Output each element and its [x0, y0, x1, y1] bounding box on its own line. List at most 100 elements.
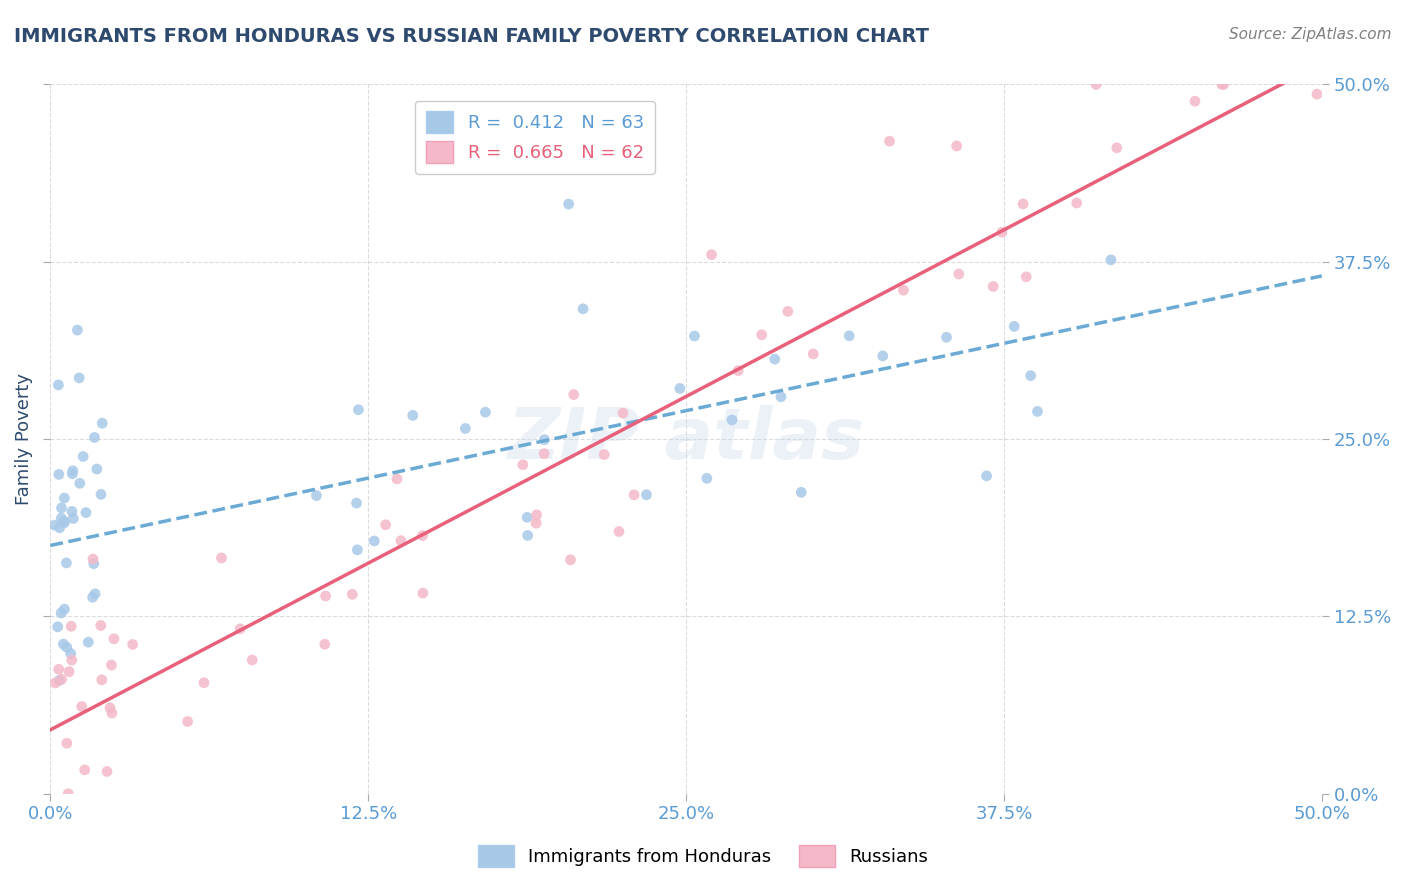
- Point: [696, 471, 718, 485]
- Legend: Immigrants from Honduras, Russians: Immigrants from Honduras, Russians: [471, 838, 935, 874]
- Point: [612, 406, 634, 420]
- Point: [1002, 319, 1025, 334]
- Point: [98, 700, 121, 714]
- Point: [60, 619, 83, 633]
- Point: [67, 371, 90, 385]
- Point: [44, 518, 66, 533]
- Point: [315, 589, 337, 603]
- Point: [512, 458, 534, 472]
- Point: [801, 347, 824, 361]
- Point: [51, 606, 73, 620]
- Point: [46, 620, 69, 634]
- Legend: R =  0.412   N = 63, R =  0.665   N = 62: R = 0.412 N = 63, R = 0.665 N = 62: [415, 101, 655, 174]
- Point: [607, 524, 630, 539]
- Point: [945, 139, 967, 153]
- Point: [90, 487, 112, 501]
- Point: [454, 421, 477, 435]
- Point: [82, 591, 104, 605]
- Point: [60, 504, 83, 518]
- Point: [62, 464, 84, 478]
- Point: [66, 323, 89, 337]
- Point: [700, 247, 723, 261]
- Point: [72, 450, 94, 464]
- Point: [1015, 269, 1038, 284]
- Point: [363, 533, 385, 548]
- Point: [412, 528, 434, 542]
- Point: [557, 197, 579, 211]
- Point: [86, 462, 108, 476]
- Point: [342, 587, 364, 601]
- Point: [53, 514, 76, 528]
- Point: [516, 528, 538, 542]
- Text: ZIP atlas: ZIP atlas: [508, 405, 865, 474]
- Point: [53, 491, 76, 505]
- Point: [55, 736, 77, 750]
- Point: [1085, 78, 1108, 92]
- Point: [53, 602, 76, 616]
- Point: [100, 658, 122, 673]
- Point: [1212, 78, 1234, 92]
- Point: [101, 706, 124, 720]
- Point: [58, 665, 80, 679]
- Point: [90, 673, 112, 687]
- Point: [52, 637, 75, 651]
- Point: [991, 225, 1014, 239]
- Point: [51, 511, 73, 525]
- Point: [623, 488, 645, 502]
- Point: [879, 134, 901, 148]
- Point: [347, 402, 370, 417]
- Point: [77, 635, 100, 649]
- Point: [70, 699, 93, 714]
- Point: [474, 405, 496, 419]
- Point: [893, 283, 915, 297]
- Point: [389, 533, 412, 548]
- Point: [524, 516, 547, 530]
- Point: [727, 363, 749, 377]
- Point: [59, 647, 82, 661]
- Point: [763, 352, 786, 367]
- Point: [776, 304, 799, 318]
- Point: [55, 640, 77, 655]
- Point: [96, 764, 118, 779]
- Point: [103, 632, 125, 646]
- Point: [51, 673, 73, 687]
- Point: [562, 387, 585, 401]
- Point: [1019, 368, 1042, 383]
- Point: [305, 489, 328, 503]
- Point: [533, 433, 555, 447]
- Point: [229, 622, 252, 636]
- Point: [593, 448, 616, 462]
- Point: [721, 413, 744, 427]
- Point: [1026, 404, 1049, 418]
- Point: [872, 349, 894, 363]
- Point: [240, 653, 263, 667]
- Point: [193, 675, 215, 690]
- Point: [976, 469, 998, 483]
- Point: [1066, 196, 1088, 211]
- Point: [211, 551, 233, 566]
- Point: [346, 542, 368, 557]
- Point: [48, 467, 70, 482]
- Point: [90, 618, 112, 632]
- Point: [526, 508, 548, 522]
- Point: [1099, 252, 1122, 267]
- Text: IMMIGRANTS FROM HONDURAS VS RUSSIAN FAMILY POVERTY CORRELATION CHART: IMMIGRANTS FROM HONDURAS VS RUSSIAN FAMI…: [14, 27, 929, 45]
- Point: [533, 447, 555, 461]
- Point: [55, 556, 77, 570]
- Point: [1211, 78, 1233, 92]
- Point: [82, 552, 104, 566]
- Point: [374, 517, 396, 532]
- Point: [69, 476, 91, 491]
- Point: [44, 676, 66, 690]
- Point: [751, 327, 773, 342]
- Point: [48, 378, 70, 392]
- Point: [402, 409, 425, 423]
- Point: [48, 521, 70, 535]
- Point: [48, 662, 70, 676]
- Point: [838, 328, 860, 343]
- Point: [83, 430, 105, 444]
- Point: [1105, 141, 1128, 155]
- Point: [60, 653, 83, 667]
- Point: [790, 485, 813, 500]
- Point: [948, 267, 970, 281]
